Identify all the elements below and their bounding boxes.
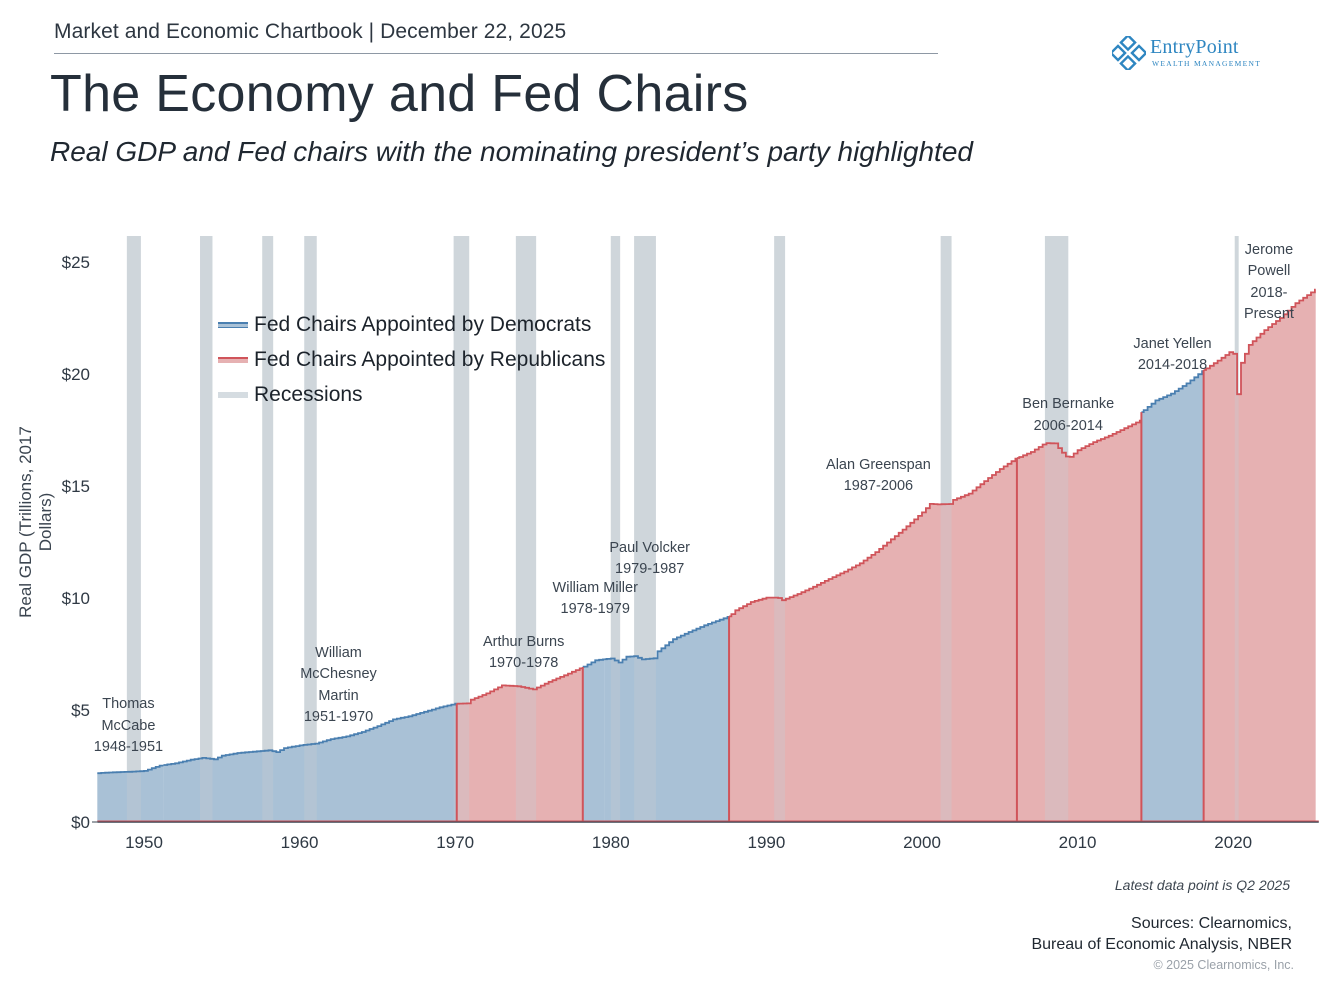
entrypoint-logo: EntryPoint WEALTH MANAGEMENT (1112, 34, 1282, 74)
y-axis-label: Real GDP (Trillions, 2017 Dollars) (16, 426, 55, 618)
y-tick-label: $15 (62, 477, 90, 496)
recession-band-overlay (200, 236, 213, 822)
x-tick-label: 1990 (747, 833, 785, 852)
page-subtitle: Real GDP and Fed chairs with the nominat… (50, 136, 973, 167)
recession-band (262, 236, 274, 822)
logo-name: EntryPoint (1150, 36, 1239, 58)
recession-band-overlay (515, 236, 537, 822)
chair-area-republican (1203, 289, 1316, 823)
recession-band (200, 236, 213, 822)
logo-tagline: WEALTH MANAGEMENT (1152, 59, 1262, 68)
y-tick-label: $25 (62, 253, 90, 272)
legend-item-democrat: Fed Chairs Appointed by Democrats (218, 307, 605, 342)
gdp-areas (97, 289, 1316, 823)
gdp-line-democrat (582, 658, 605, 668)
gdp-line-democrat (1141, 370, 1204, 413)
recession-band (126, 236, 141, 822)
x-tick-label: 1950 (125, 833, 163, 852)
sources-line-1: Sources: Clearnomics, (1131, 915, 1292, 932)
gdp-lines (97, 288, 1316, 822)
sources-note: Sources: Clearnomics, Bureau of Economic… (1031, 913, 1292, 955)
chair-area-democrat (604, 616, 730, 822)
recession-band-overlay (262, 236, 274, 822)
recession-band-overlay (1044, 236, 1069, 822)
chair-area-democrat (163, 703, 457, 822)
x-tick-label: 1970 (436, 833, 474, 852)
axes: 1950 1960 1970 1980 1990 2000 2010 2020 $0 $5 $10 $… (62, 253, 1319, 852)
recession-band (515, 236, 537, 822)
y-tick-label: $10 (62, 589, 90, 608)
recession-band-overlay (1234, 236, 1239, 822)
chair-annotation: Thomas McCabe 1948-1951 (93, 696, 164, 756)
recession-band-overlay (610, 236, 621, 822)
recession-band-overlay (940, 236, 952, 822)
legend-swatch-recession (218, 391, 248, 398)
chair-annotation: William Miller 1978-1979 (552, 579, 638, 618)
recession-band-overlay (774, 236, 786, 822)
chair-area-democrat (1141, 371, 1204, 822)
recession-band-overlay (634, 236, 656, 822)
gdp-line-democrat (163, 702, 457, 766)
gdp-line-republican (729, 457, 1017, 618)
chair-area-republican (456, 668, 583, 822)
legend-item-republican: Fed Chairs Appointed by Republicans (218, 342, 605, 377)
legend-label-recession: Recessions (254, 382, 363, 406)
legend-item-recession: Recessions (218, 377, 605, 412)
chair-annotation: Janet Yellen 2014-2018 (1133, 335, 1212, 374)
x-tick-label: 2010 (1059, 833, 1097, 852)
chair-annotation: Paul Volcker 1979-1987 (609, 539, 690, 578)
page-title: The Economy and Fed Chairs (50, 65, 749, 123)
recession-overlays (126, 236, 1239, 822)
recession-band (610, 236, 621, 822)
chair-annotation: Alan Greenspan 1987-2006 (826, 456, 931, 495)
chair-annotation: Jerome Powell 2018-Present (1243, 241, 1294, 323)
legend-swatch-democrat (218, 321, 248, 328)
recession-band-overlay (304, 236, 317, 822)
logo-diamond-icon (1112, 36, 1146, 70)
recession-band (304, 236, 317, 822)
legend-label-republican: Fed Chairs Appointed by Republicans (254, 347, 606, 371)
chair-area-republican (729, 458, 1017, 822)
chartbook-header: Market and Economic Chartbook | December… (54, 20, 567, 43)
x-tick-label: 1960 (281, 833, 319, 852)
gdp-line-republican (456, 667, 583, 705)
x-tick-label: 2020 (1214, 833, 1252, 852)
recession-band (453, 236, 470, 822)
x-tick-label: 2000 (903, 833, 941, 852)
chair-annotation: Arthur Burns 1970-1978 (482, 633, 565, 672)
legend-label-democrat: Fed Chairs Appointed by Democrats (254, 312, 592, 336)
copyright: © 2025 Clearnomics, Inc. (1153, 958, 1294, 972)
chair-annotation: Ben Bernanke 2006-2014 (1022, 396, 1115, 434)
gdp-line-democrat (604, 616, 730, 664)
chair-area-democrat (97, 765, 164, 822)
chair-annotation: William McChesney Martin 1951-1970 (300, 644, 377, 726)
chair-area-republican (1016, 420, 1142, 822)
sources-line-2: Bureau of Economic Analysis, NBER (1031, 936, 1292, 953)
chart-legend: Fed Chairs Appointed by Democrats Fed Ch… (218, 307, 605, 412)
header-divider (54, 53, 938, 54)
x-tick-label: 1980 (592, 833, 630, 852)
legend-swatch-republican (218, 356, 248, 363)
gdp-line-republican (1016, 419, 1142, 459)
gdp-line-republican (1203, 288, 1316, 396)
gdp-line-democrat (97, 764, 164, 775)
chair-area-democrat (582, 659, 605, 822)
y-tick-label: $20 (62, 365, 90, 384)
y-tick-label: $0 (71, 813, 90, 832)
recession-band-overlay (126, 236, 141, 822)
recession-band (774, 236, 786, 822)
latest-data-note: Latest data point is Q2 2025 (1114, 877, 1290, 893)
y-tick-label: $5 (71, 701, 90, 720)
recession-band-overlay (453, 236, 470, 822)
